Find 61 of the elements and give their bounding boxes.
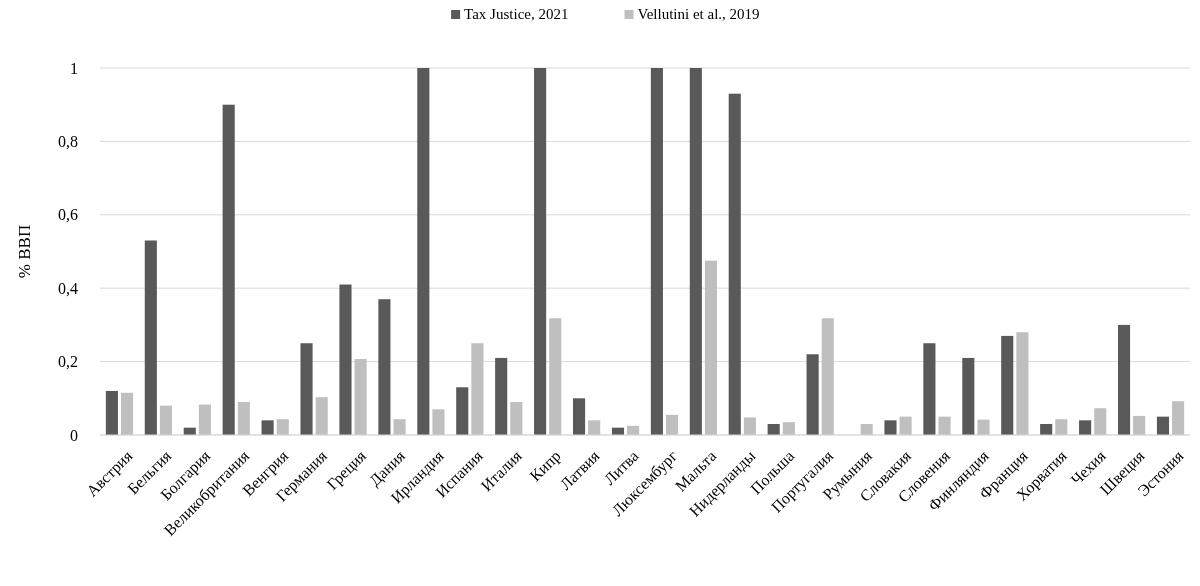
bar xyxy=(354,359,367,435)
bar xyxy=(1040,423,1053,435)
bar xyxy=(821,318,834,435)
bar xyxy=(1079,420,1092,435)
y-tick-label: 0,6 xyxy=(58,206,78,224)
bar xyxy=(378,299,391,435)
y-tick-label: 0,2 xyxy=(58,353,78,371)
bar xyxy=(665,414,679,435)
legend-label: Vellutini et al., 2019 xyxy=(637,6,760,22)
bar xyxy=(300,343,313,435)
y-tick-label: 0,4 xyxy=(58,279,78,297)
bar xyxy=(1001,335,1014,435)
bar xyxy=(977,419,990,435)
bar xyxy=(237,401,250,435)
bar xyxy=(549,318,562,435)
y-tick-label: 1 xyxy=(70,59,78,77)
bar xyxy=(339,284,352,435)
bar xyxy=(650,68,663,435)
bar xyxy=(393,419,406,435)
y-tick-label: 0,8 xyxy=(58,133,78,150)
bar xyxy=(1055,419,1068,435)
bar xyxy=(806,354,819,435)
bar xyxy=(884,420,897,435)
bar xyxy=(276,419,289,435)
legend-label: Tax Justice, 2021 xyxy=(464,6,569,22)
bar xyxy=(1094,408,1107,435)
bar xyxy=(1172,401,1185,435)
bar xyxy=(588,420,601,435)
bar xyxy=(782,422,795,435)
bar xyxy=(471,343,484,435)
bar xyxy=(432,409,445,435)
bar xyxy=(767,423,780,435)
bar xyxy=(860,423,873,435)
bar xyxy=(105,390,118,435)
y-tick-label: 0 xyxy=(70,426,78,444)
bar xyxy=(962,357,975,435)
bar xyxy=(704,260,718,435)
bar xyxy=(510,401,523,435)
bar xyxy=(120,392,134,435)
y-axis-title: % ВВП xyxy=(15,224,34,279)
bar xyxy=(743,417,756,435)
bar xyxy=(315,397,328,435)
bar xyxy=(1156,416,1170,435)
bar xyxy=(1016,332,1029,435)
bar xyxy=(534,68,547,435)
bar xyxy=(899,416,912,435)
bar xyxy=(728,93,741,435)
bar xyxy=(159,405,173,435)
bar xyxy=(495,357,508,435)
bar xyxy=(572,398,586,435)
bar xyxy=(198,404,211,435)
bar xyxy=(222,104,235,435)
bar xyxy=(1133,415,1146,435)
bar xyxy=(1117,324,1131,435)
bar xyxy=(923,343,936,435)
bar xyxy=(938,416,951,435)
bar xyxy=(144,240,157,435)
bar xyxy=(456,387,469,435)
bar xyxy=(261,420,274,435)
bar xyxy=(689,68,702,435)
bar xyxy=(417,68,430,435)
